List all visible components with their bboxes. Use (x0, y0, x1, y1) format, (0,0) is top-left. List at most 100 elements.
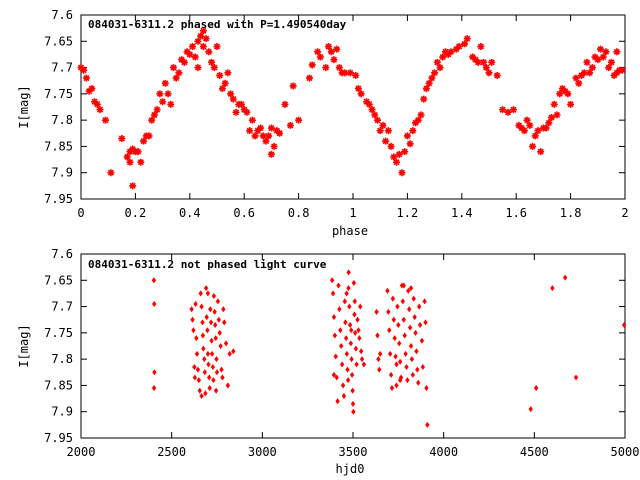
y-tick-label: 7.85 (44, 378, 73, 392)
data-point (175, 69, 183, 77)
data-point (358, 303, 363, 310)
data-point (331, 314, 337, 321)
data-point (545, 119, 553, 127)
data-point (196, 377, 202, 384)
x-tick-label: 4000 (429, 445, 458, 459)
y-tick-label: 7.6 (51, 247, 73, 261)
data-point (402, 332, 407, 339)
data-points (77, 27, 626, 190)
data-point (509, 106, 517, 114)
data-point (408, 285, 414, 292)
data-point (407, 306, 412, 313)
data-point (281, 100, 289, 108)
data-point (422, 85, 430, 93)
data-point (396, 321, 401, 328)
data-point (220, 374, 225, 381)
data-point (194, 37, 202, 45)
data-point (403, 350, 408, 357)
y-axis-label: I[mag] (17, 85, 31, 128)
data-point (597, 45, 605, 53)
y-tick-label: 7.95 (44, 431, 73, 445)
data-point (469, 53, 477, 61)
data-point (346, 269, 351, 276)
data-point (259, 132, 267, 140)
data-point (346, 69, 354, 77)
data-point (308, 61, 316, 69)
data-point (197, 32, 205, 40)
y-tick-label: 7.8 (51, 352, 73, 366)
data-point (218, 342, 223, 350)
data-point (201, 345, 206, 352)
data-point (347, 303, 352, 310)
data-point (528, 406, 533, 413)
data-point (129, 145, 137, 153)
data-point (161, 79, 169, 87)
data-point (342, 298, 348, 305)
data-point (227, 90, 235, 98)
data-point (314, 48, 322, 56)
phased-light-curve-chart: 0 0.2 0.4 0.6 0.8 1 1.2 1.4 1.6 1.8 2 7.67.657.77.… (17, 8, 629, 238)
y-axis-label: I[mag] (17, 324, 31, 367)
data-point (349, 371, 355, 378)
data-point (346, 285, 351, 292)
data-point (223, 340, 229, 347)
data-point (339, 361, 345, 368)
data-point (352, 311, 357, 318)
data-point (267, 124, 275, 132)
data-point (577, 71, 585, 79)
y-tick-labels: 7.6 7.65 7.7 7.75 7.8 7.85 7.9 7.95 (44, 8, 73, 206)
data-point (217, 329, 222, 336)
data-point (337, 306, 342, 313)
data-point (134, 148, 142, 156)
data-point (224, 69, 232, 77)
data-point (599, 53, 607, 61)
data-point (254, 127, 262, 135)
chart-title: 084031-6311.2 not phased light curve (88, 258, 327, 271)
data-point (352, 298, 357, 305)
data-point (493, 71, 501, 79)
data-point (562, 274, 568, 281)
data-point (237, 100, 245, 108)
data-point (202, 35, 210, 43)
data-point (126, 158, 134, 166)
y-tick-label: 7.7 (51, 300, 73, 314)
x-tick-labels: 0 0.2 0.4 0.6 0.8 1 1.2 1.4 1.6 1.8 2 (77, 206, 628, 220)
data-point (583, 58, 591, 66)
data-point (471, 56, 479, 64)
data-point (558, 85, 566, 93)
data-point (213, 321, 218, 328)
data-point (194, 350, 200, 357)
data-point (335, 398, 340, 405)
data-point (276, 129, 284, 137)
data-point (556, 90, 564, 98)
data-point (248, 116, 256, 124)
data-point (88, 85, 96, 93)
data-point (93, 100, 101, 108)
data-point (423, 319, 428, 326)
data-point (180, 58, 188, 66)
data-point (246, 127, 254, 135)
data-point (542, 124, 550, 132)
axis-ticks (80, 253, 626, 439)
data-point (305, 74, 313, 82)
data-point (145, 132, 153, 140)
data-point (354, 361, 359, 368)
chart-title: 084031-6311.2 phased with P=1.490540day (88, 18, 347, 31)
data-point (137, 158, 145, 166)
data-point (420, 364, 425, 371)
data-point (414, 348, 419, 355)
data-point (373, 116, 381, 124)
data-point (411, 295, 416, 302)
data-point (353, 345, 359, 352)
data-point (395, 150, 403, 158)
data-point (533, 385, 539, 392)
data-point (594, 56, 602, 64)
data-point (413, 329, 418, 336)
data-point (353, 329, 358, 336)
data-point (575, 79, 583, 87)
data-point (374, 308, 379, 315)
data-point (202, 356, 207, 363)
data-point (273, 127, 281, 135)
data-point (270, 142, 278, 150)
data-point (205, 290, 211, 297)
